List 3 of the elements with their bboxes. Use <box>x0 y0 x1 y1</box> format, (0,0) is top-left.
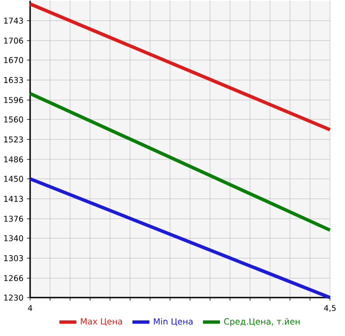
legend-label: Min Цена <box>154 318 193 326</box>
legend-label: Max Цена <box>80 318 122 326</box>
legend-label: Сред.Цена, т.йен <box>224 318 300 326</box>
